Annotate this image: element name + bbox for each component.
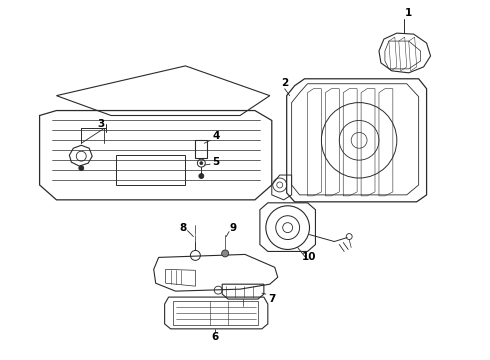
Text: 6: 6: [212, 332, 219, 342]
Text: 3: 3: [98, 120, 105, 130]
Circle shape: [200, 162, 203, 165]
Text: 10: 10: [302, 252, 317, 262]
Text: 1: 1: [405, 8, 413, 18]
Circle shape: [79, 166, 84, 171]
Text: 4: 4: [213, 131, 220, 141]
Text: 9: 9: [229, 222, 237, 233]
Text: 2: 2: [281, 78, 288, 88]
Text: 7: 7: [268, 294, 275, 304]
Text: 8: 8: [180, 222, 187, 233]
Circle shape: [221, 250, 229, 257]
Text: 5: 5: [213, 157, 220, 167]
Circle shape: [199, 174, 204, 179]
